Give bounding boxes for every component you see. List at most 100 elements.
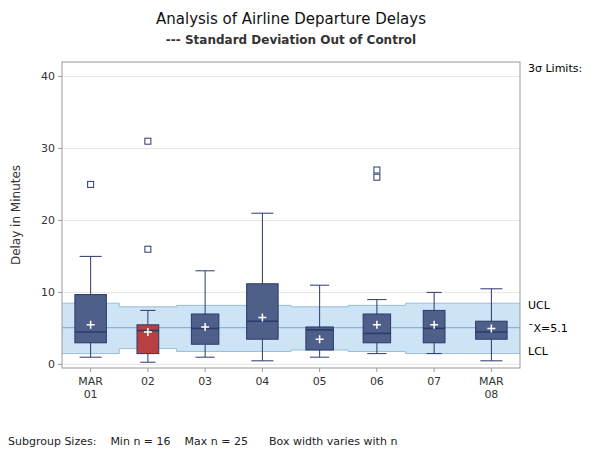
box-plot: [137, 138, 159, 362]
box: [247, 284, 278, 339]
box-plot: [476, 289, 507, 361]
grid-line: [62, 148, 520, 149]
control-band: [62, 303, 520, 353]
whisker-cap-high: [251, 213, 273, 214]
flier: [374, 174, 380, 180]
grid: [62, 76, 520, 364]
plot-frame: [62, 62, 520, 368]
y-tick: [58, 292, 62, 293]
whisker-cap-low: [251, 360, 273, 361]
x-tick-label: 02: [141, 375, 155, 388]
median: [306, 329, 333, 331]
whisker-low: [491, 339, 492, 361]
whisker-cap-high: [196, 270, 215, 271]
box: [306, 327, 333, 350]
whisker-high: [262, 213, 263, 284]
y-tick: [58, 148, 62, 149]
mean-marker: [430, 321, 438, 329]
whisker-low: [376, 343, 377, 354]
flier: [374, 167, 380, 173]
x-tick: [319, 368, 320, 372]
x-tick: [434, 368, 435, 372]
whisker-cap-low: [427, 353, 442, 354]
y-axis-label: Delay in Minutes: [9, 165, 23, 265]
box: [363, 314, 390, 343]
subtitle: --- Standard Deviation Out of Control: [166, 33, 416, 47]
sigma-label: 3σ Limits:: [528, 62, 582, 75]
x-tick-label: 07: [427, 375, 441, 388]
whisker-low: [262, 339, 263, 361]
ucl-line: [62, 303, 520, 307]
median: [363, 333, 390, 335]
y-tick-label: 10: [41, 286, 55, 299]
whisker-cap-high: [140, 310, 155, 311]
x-tick: [90, 368, 91, 372]
x-tick-label-line: 06: [370, 375, 384, 388]
whisker-low: [147, 354, 148, 363]
box-plot: [75, 181, 106, 357]
box-plot: [423, 292, 445, 353]
x-tick-label-line: 05: [313, 375, 327, 388]
box: [137, 325, 159, 354]
whisker-low: [434, 343, 435, 354]
x-tick-label: 04: [255, 375, 269, 388]
x-tick-label-line: 08: [484, 388, 498, 401]
x-tick-label-line: 04: [255, 375, 269, 388]
grid-line: [62, 364, 520, 365]
box: [476, 321, 507, 339]
mean-marker: [373, 321, 381, 329]
box-plot: [306, 285, 333, 357]
x-tick-label-line: 01: [84, 388, 98, 401]
whisker-cap-high: [480, 288, 502, 289]
box-plot: [363, 167, 390, 354]
whisker-high: [147, 310, 148, 324]
y-tick-label: 20: [41, 214, 55, 227]
whisker-high: [90, 256, 91, 294]
ucl-label: UCL: [528, 299, 551, 312]
whisker-high: [319, 285, 320, 327]
x-tick-label: MAR01: [78, 375, 103, 401]
whisker-cap-high: [367, 299, 386, 300]
lcl-line: [62, 349, 520, 354]
y-tick: [58, 364, 62, 365]
grid-line: [62, 292, 520, 293]
mean-label: ¯X=5.1: [528, 322, 568, 335]
flier: [88, 181, 94, 187]
x-tick: [147, 368, 148, 372]
whisker-low: [90, 343, 91, 357]
grid-line: [62, 220, 520, 221]
x-tick-label: 03: [198, 375, 212, 388]
x-tick: [491, 368, 492, 372]
mean-marker: [144, 328, 152, 336]
subgroup-text: Subgroup Sizes: Min n = 16 Max n = 25 Bo…: [8, 435, 397, 448]
mean-marker: [316, 335, 324, 343]
box: [75, 295, 106, 343]
y-tick-label: 40: [41, 70, 55, 83]
mean-marker: [201, 323, 209, 331]
y-tick: [58, 76, 62, 77]
flier: [145, 138, 151, 144]
y-tick-label: 0: [48, 358, 55, 371]
chart: 010203040MAR01020304050607MAR08Analysis …: [0, 0, 614, 459]
whisker-cap-low: [480, 360, 502, 361]
x-tick-label-line: 03: [198, 375, 212, 388]
whisker-cap-low: [140, 362, 155, 363]
x-tick-label-line: MAR: [479, 375, 504, 388]
whisker-low: [205, 344, 206, 357]
title: Analysis of Airline Departure Delays: [156, 10, 426, 28]
whisker-cap-low: [80, 357, 102, 358]
box: [423, 310, 445, 342]
x-tick-label: 06: [370, 375, 384, 388]
y-tick: [58, 220, 62, 221]
flier: [145, 246, 151, 252]
x-tick-label-line: 02: [141, 375, 155, 388]
x-tick: [262, 368, 263, 372]
mean-marker: [487, 324, 495, 332]
mean-marker: [87, 321, 95, 329]
lcl-label: LCL: [528, 345, 549, 358]
x-tick-label: MAR08: [479, 375, 504, 401]
whisker-cap-high: [310, 285, 329, 286]
grid-line: [62, 76, 520, 77]
whisker-low: [319, 350, 320, 357]
x-tick-label-line: 07: [427, 375, 441, 388]
